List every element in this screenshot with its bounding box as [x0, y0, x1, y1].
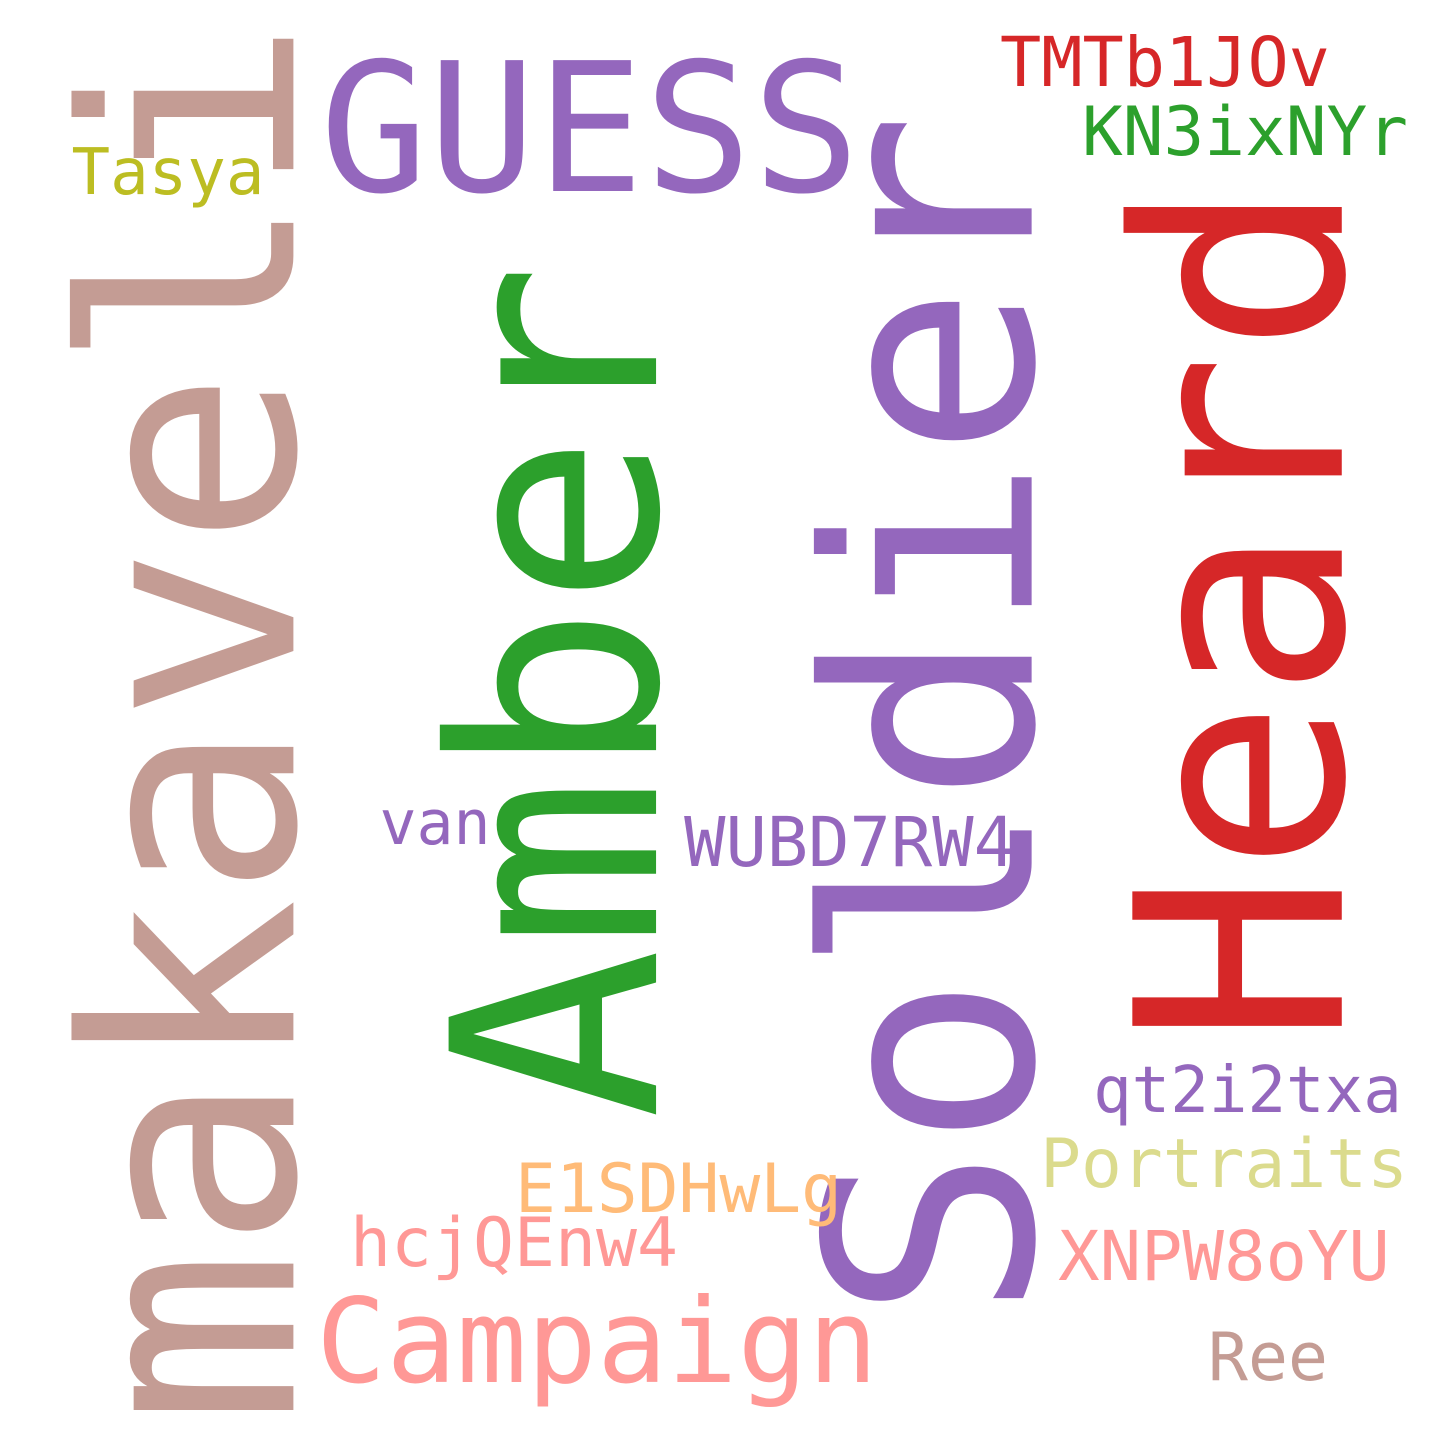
word-wubd7rw4: WUBD7RW4 — [684, 803, 1015, 884]
word-hcjqenw4: hcjQEnw4 — [350, 1204, 678, 1283]
word-guess: GUESS — [319, 25, 861, 235]
word-tasya: Tasya — [71, 136, 265, 210]
word-soldier: Soldier — [765, 112, 1100, 1320]
word-heard: Heard — [1074, 180, 1410, 1045]
word-van: van — [379, 787, 491, 860]
word-kn3ixnyr: KN3ixNYr — [1082, 91, 1409, 171]
word-campaign: Campaign — [316, 1274, 879, 1411]
word-e1sdhwlg: E1SDHwLg — [515, 1150, 842, 1229]
word-amber: Amber — [392, 263, 724, 1120]
word-portraits: Portraits — [1040, 1125, 1408, 1204]
word-qt2i2txa: qt2i2txa — [1093, 1054, 1402, 1128]
word-ree: Ree — [1208, 1318, 1328, 1397]
word-xnpw8oyu: XNPW8oYU — [1058, 1217, 1390, 1297]
word-makaveli: makaveli — [22, 18, 363, 1425]
word-tmtb1jov: TMTb1JOv — [1000, 23, 1330, 104]
